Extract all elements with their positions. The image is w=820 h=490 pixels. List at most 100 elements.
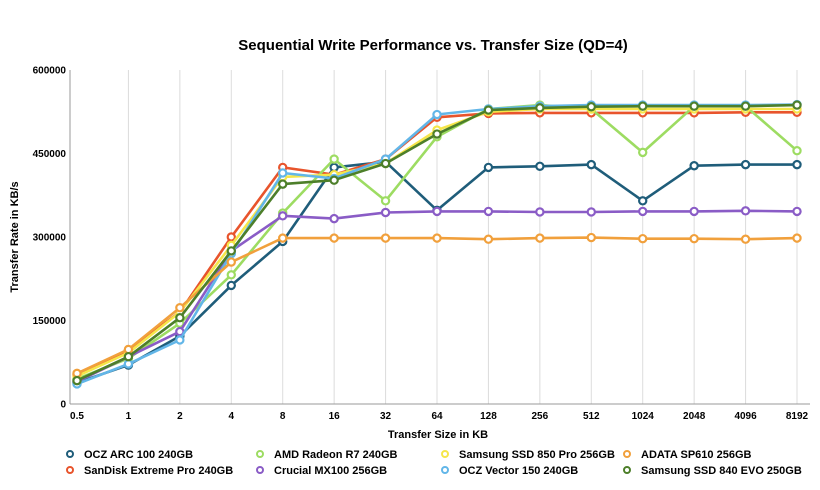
data-point	[586, 232, 596, 243]
x-tick-label: 256	[532, 411, 549, 422]
legend-label: AMD Radeon R7 240GB	[274, 449, 398, 461]
data-point	[535, 103, 545, 113]
data-point	[226, 257, 236, 267]
series-samsung-ssd-840-evo-250gb	[72, 100, 802, 386]
legend-marker	[441, 450, 449, 458]
data-point	[792, 146, 802, 156]
x-tick-label: 32	[380, 411, 392, 422]
data-point	[638, 101, 648, 111]
axes	[69, 70, 810, 405]
data-point	[329, 154, 339, 164]
data-point	[740, 234, 751, 244]
x-tick-label: 1024	[632, 411, 655, 422]
legend-marker	[623, 466, 631, 474]
data-point	[329, 162, 339, 173]
legend-label: Samsung SSD 850 Pro 256GB	[459, 449, 615, 461]
data-point	[535, 207, 545, 217]
data-point	[123, 359, 134, 369]
y-tick-label: 450000	[33, 149, 67, 160]
data-point	[380, 233, 391, 243]
data-point	[226, 280, 236, 291]
data-point	[329, 213, 339, 224]
y-tick-label: 600000	[33, 66, 67, 77]
data-point	[226, 270, 236, 280]
data-point	[175, 302, 185, 313]
data-point	[380, 158, 391, 169]
x-tick-label: 8	[280, 411, 286, 422]
data-point	[329, 175, 339, 185]
data-point	[226, 232, 236, 242]
x-tick-label: 8192	[786, 411, 809, 422]
data-point	[792, 206, 802, 217]
y-axis-label: Transfer Rate in KB/s	[9, 181, 21, 292]
data-point	[72, 375, 82, 386]
data-point	[380, 207, 391, 218]
series-crucial-mx100-256gb	[72, 206, 802, 387]
x-tick-label: 16	[329, 411, 341, 422]
x-tick-label: 0.5	[70, 411, 84, 422]
legend: OCZ ARC 100 240GB SanDisk Extreme Pro 240…	[66, 449, 802, 477]
legend-marker	[256, 450, 264, 458]
x-tick-label: 1	[126, 411, 132, 422]
x-axis-label: Transfer Size in KB	[388, 429, 488, 441]
data-point	[432, 206, 442, 217]
series-adata-sp610-256gb	[72, 232, 802, 379]
y-tick-labels: 0 150000 300000 450000 600000	[33, 66, 67, 411]
data-point	[175, 335, 185, 345]
legend-label: OCZ Vector 150 240GB	[459, 465, 578, 477]
y-tick-label: 150000	[33, 316, 67, 327]
legend-item: Crucial MX100 256GB	[256, 465, 387, 477]
legend-marker	[66, 450, 74, 458]
data-point	[226, 246, 236, 256]
data-point	[175, 313, 185, 323]
data-point	[689, 206, 699, 217]
legend-item: AMD Radeon R7 240GB	[256, 449, 398, 461]
data-point	[123, 351, 134, 362]
data-point	[329, 233, 339, 243]
data-point	[278, 179, 288, 189]
data-point	[535, 233, 545, 243]
data-point	[586, 102, 596, 112]
data-point	[740, 159, 751, 170]
data-point	[483, 234, 494, 244]
x-tick-label: 128	[480, 411, 497, 422]
legend-label: SanDisk Extreme Pro 240GB	[84, 465, 233, 477]
data-point	[278, 211, 288, 221]
data-point	[535, 161, 545, 172]
data-point	[638, 233, 648, 244]
legend-label: OCZ ARC 100 240GB	[84, 449, 193, 461]
data-point	[792, 159, 802, 170]
data-point	[278, 168, 288, 178]
data-point	[689, 101, 699, 111]
legend-item: SanDisk Extreme Pro 240GB	[66, 465, 233, 477]
chart-title: Sequential Write Performance vs. Transfe…	[238, 37, 627, 54]
series-layer	[72, 99, 802, 389]
x-tick-label: 2	[177, 411, 183, 422]
x-tick-label: 4	[229, 411, 235, 422]
data-point	[792, 100, 802, 110]
data-point	[483, 105, 494, 115]
data-point	[638, 147, 648, 158]
x-tick-labels: 0.5 1 2 4 8 16 32 64 128 256 512 1024 2048 4096 8192	[70, 411, 809, 422]
legend-label: Samsung SSD 840 EVO 250GB	[641, 465, 802, 477]
data-point	[380, 196, 391, 206]
x-tick-label: 64	[431, 411, 443, 422]
legend-marker	[256, 466, 264, 474]
data-point	[483, 162, 494, 173]
legend-label: ADATA SP610 256GB	[641, 449, 752, 461]
data-point	[432, 129, 442, 139]
y-tick-label: 300000	[33, 233, 67, 244]
data-point	[72, 368, 82, 379]
legend-item: OCZ Vector 150 240GB	[441, 465, 578, 477]
legend-item: OCZ ARC 100 240GB	[66, 449, 193, 461]
legend-item: Samsung SSD 850 Pro 256GB	[441, 449, 615, 461]
data-point	[483, 206, 494, 217]
data-point	[123, 344, 134, 355]
data-point	[689, 233, 699, 244]
data-point	[278, 233, 288, 243]
x-tick-label: 4096	[734, 411, 757, 422]
data-point	[586, 207, 596, 217]
data-point	[740, 101, 751, 111]
x-tick-label: 2048	[683, 411, 706, 422]
